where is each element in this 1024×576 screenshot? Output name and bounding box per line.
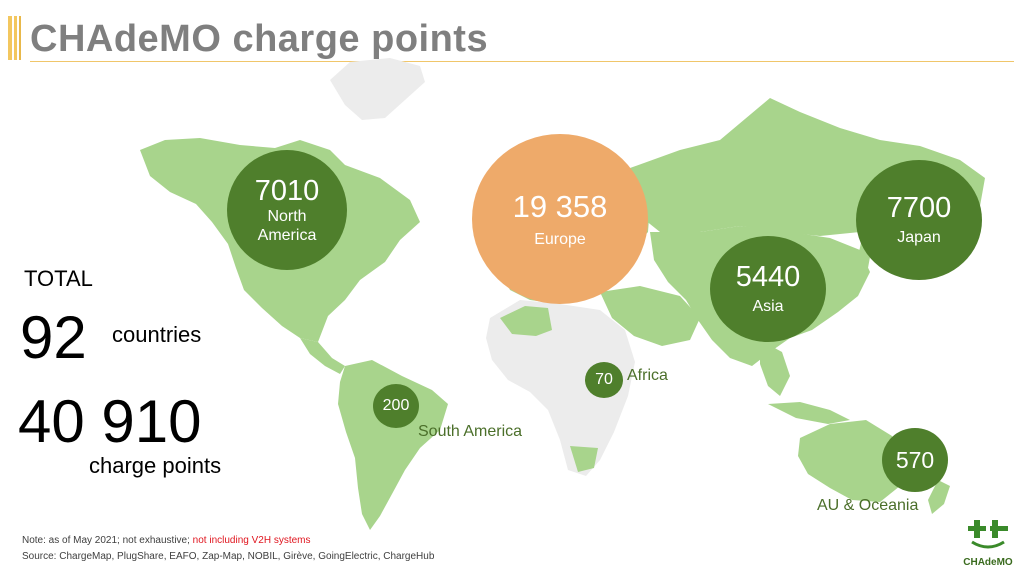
total-label: TOTAL	[24, 266, 93, 291]
map-indonesia	[768, 402, 850, 424]
bubble-europe: 19 358 Europe	[472, 134, 648, 304]
source-note: Source: ChargeMap, PlugShare, EAFO, Zap-…	[22, 551, 435, 562]
map-southeast-asia	[760, 340, 790, 396]
chademo-logo: CHAdeMO	[960, 518, 1016, 568]
map-greenland	[330, 58, 425, 120]
map-australia	[798, 420, 906, 502]
footnote-highlight: not including V2H systems	[192, 535, 311, 546]
europe-value: 19 358	[512, 188, 608, 224]
bubble-asia: 5440 Asia	[710, 236, 826, 342]
countries-value: 92	[20, 304, 87, 371]
map-new-zealand	[928, 480, 950, 514]
title-underline	[30, 61, 1014, 62]
japan-value: 7700	[886, 192, 952, 225]
charge-points-value: 40 910	[18, 388, 202, 455]
countries-label: countries	[112, 322, 202, 347]
north-america-value: 7010	[254, 174, 320, 207]
asia-value: 5440	[735, 261, 801, 294]
map-africa	[486, 300, 635, 476]
page-title: CHAdeMO charge points	[30, 18, 489, 60]
south-america-name: South America	[418, 423, 523, 440]
map-south-america	[338, 360, 448, 530]
footnote: Note: as of May 2021; not exhaustive; no…	[22, 535, 311, 546]
map-africa-north	[500, 306, 552, 336]
africa-value: 70	[595, 370, 613, 388]
bubble-north-america: 7010 North America	[227, 150, 347, 270]
charge-points-label: charge points	[89, 453, 222, 478]
japan-name: Japan	[897, 229, 941, 247]
chademo-logo-icon	[968, 520, 1008, 549]
footnote-text: Note: as of May 2021; not exhaustive;	[22, 535, 190, 546]
oceania-name: AU & Oceania	[817, 497, 919, 514]
title-accent-bars	[8, 16, 26, 60]
bubble-africa: 70	[585, 362, 623, 398]
map-japan	[846, 238, 872, 300]
map-central-america	[300, 338, 345, 374]
bubble-oceania: 570	[882, 428, 948, 492]
oceania-value: 570	[895, 446, 935, 473]
bubble-south-america: 200	[373, 384, 419, 428]
map-middle-east	[600, 286, 700, 346]
chademo-logo-text: CHAdeMO	[963, 557, 1013, 568]
bubble-japan: 7700 Japan	[856, 160, 982, 280]
map-south-africa	[570, 446, 598, 472]
europe-name: Europe	[534, 230, 586, 248]
africa-name: Africa	[627, 367, 668, 384]
asia-name: Asia	[752, 298, 784, 316]
north-america-name: North America	[257, 208, 317, 244]
south-america-value: 200	[382, 396, 410, 414]
